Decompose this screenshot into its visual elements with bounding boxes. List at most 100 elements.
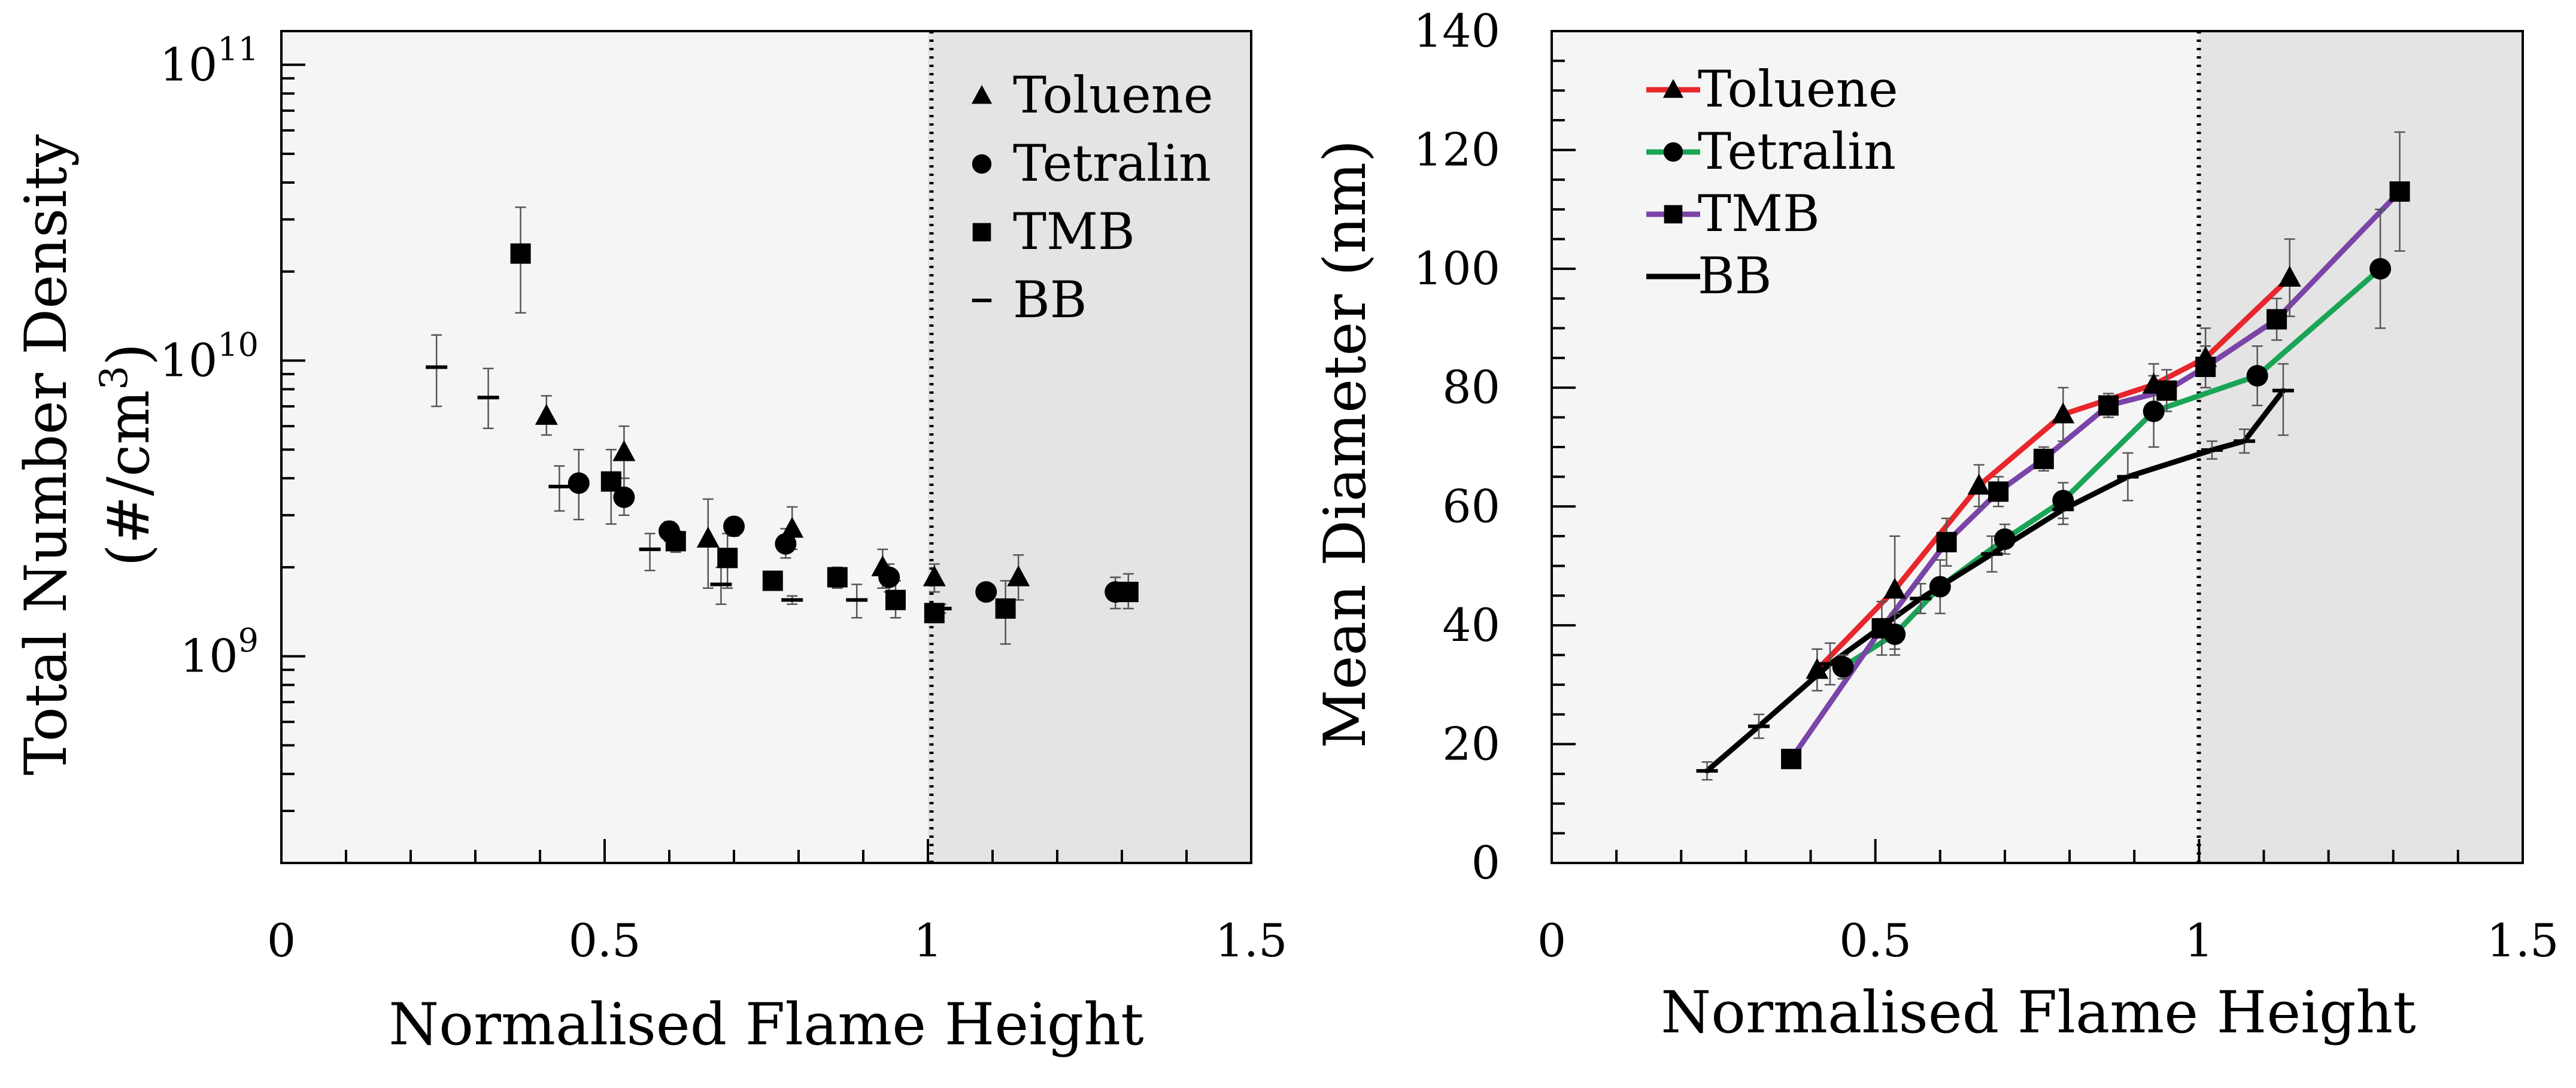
data-point-tetralin — [1929, 576, 1951, 598]
data-point-tmb — [600, 471, 621, 492]
data-point-toluene — [781, 516, 804, 538]
data-point-toluene — [2052, 402, 2075, 424]
y-tick-labels: 0 20 40 60 80 100 120 140 — [1413, 4, 1500, 889]
legend-label: Tetralin — [1698, 122, 1896, 181]
y-tick-label: 60 — [1442, 479, 1500, 533]
x-axis-label: Normalised Flame Height — [389, 991, 1143, 1058]
data-point-toluene — [1806, 658, 1829, 679]
legend-label: TMB — [1013, 202, 1135, 261]
data-point-tmb — [2389, 181, 2410, 202]
data-point-toluene — [1007, 565, 1030, 586]
number-density-chart: 109 1010 1011 0 0.5 1 1.5 Normalised Flame He… — [13, 30, 1287, 1058]
legend-label: BB — [1698, 247, 1771, 305]
x-tick-label: 1 — [2184, 914, 2213, 967]
data-point-tetralin — [878, 566, 900, 588]
axis-ticks — [1551, 30, 2524, 864]
data-point-tetralin — [2052, 490, 2074, 512]
x-tick-label: 0 — [267, 914, 296, 967]
data-point-tetralin — [2143, 400, 2165, 423]
data-point-tmb — [1871, 618, 1892, 639]
legend-label: Toluene — [1698, 60, 1898, 118]
data-point-toluene — [1967, 473, 1991, 495]
y-tick-label: 140 — [1413, 4, 1500, 57]
data-point-tmb — [995, 598, 1016, 619]
post-flame-region — [2199, 31, 2523, 863]
data-point-tetralin — [613, 486, 635, 508]
x-tick-label: 1 — [914, 914, 942, 967]
series-line-bb — [1704, 388, 2286, 774]
x-tick-label: 1.5 — [1215, 914, 1288, 967]
data-point-tetralin — [1994, 528, 2016, 550]
data-point-tetralin — [723, 515, 745, 537]
y-tick-label: 40 — [1442, 598, 1500, 652]
data-point-tmb — [665, 531, 686, 552]
legend-marker-tmb — [1664, 205, 1683, 224]
y-tick-labels: 109 1010 1011 — [160, 30, 259, 682]
data-point-tmb — [2033, 448, 2054, 469]
data-point-tetralin — [975, 581, 997, 603]
legend-label: BB — [1013, 271, 1087, 329]
data-point-tetralin — [2246, 364, 2268, 387]
data-point-tmb — [1936, 531, 1957, 552]
y-axis-label: Mean Diameter (nm) — [1312, 140, 1379, 749]
y-tick-label: 0 — [1471, 836, 1500, 889]
y-tick-label: 20 — [1442, 717, 1500, 770]
data-point-tetralin — [775, 533, 797, 555]
x-tick-labels: 0 0.5 1 1.5 — [1537, 914, 2559, 967]
legend: Toluene Tetralin TMB BB — [971, 66, 1213, 329]
data-point-tmb — [1118, 582, 1139, 603]
data-point-tmb — [885, 589, 906, 610]
data-point-tmb — [2195, 356, 2216, 377]
data-point-tetralin — [568, 472, 590, 494]
data-point-tmb — [2098, 395, 2119, 416]
series-line-tetralin — [1840, 266, 2383, 670]
plot-frame — [280, 30, 1252, 864]
data-point-toluene — [696, 526, 720, 548]
y-tick-label: 1010 — [160, 326, 259, 387]
data-point-tmb — [924, 603, 945, 624]
y-axis-unit: (#/cm3) — [92, 343, 162, 566]
y-tick-label: 100 — [1413, 242, 1500, 295]
legend-marker-tmb — [972, 223, 991, 242]
data-point-tmb — [2266, 309, 2287, 330]
x-axis-label: Normalised Flame Height — [1661, 979, 2416, 1046]
data-point-toluene — [535, 403, 558, 425]
y-tick-label: 1011 — [160, 30, 259, 91]
y-tick-label: 80 — [1442, 361, 1500, 414]
legend-label: Toluene — [1013, 66, 1213, 124]
data-point-tmb — [827, 567, 848, 588]
y-tick-label: 109 — [180, 622, 259, 683]
y-axis-label: Total Number Density — [13, 134, 80, 775]
data-point-tmb — [2156, 380, 2177, 401]
x-tick-label: 1.5 — [2487, 914, 2559, 967]
mean-diameter-chart: 0 20 40 60 80 100 120 140 0 0.5 1 1.5 Normalised F… — [1312, 4, 2559, 1046]
x-tick-label: 0.5 — [1839, 914, 1911, 967]
data-point-tmb — [1781, 749, 1802, 770]
y-tick-label: 120 — [1413, 123, 1500, 177]
data-point-toluene — [612, 440, 636, 461]
x-tick-label: 0.5 — [569, 914, 641, 967]
data-point-tmb — [1988, 481, 2009, 502]
legend-marker-toluene — [971, 85, 993, 104]
data-markers — [1696, 181, 2410, 773]
data-point-tmb — [717, 548, 738, 569]
x-tick-labels: 0 0.5 1 1.5 — [267, 914, 1288, 967]
axis-ticks — [280, 63, 1252, 864]
legend-marker-tetralin — [972, 154, 992, 174]
data-point-toluene — [1883, 578, 1907, 599]
data-markers — [426, 243, 1139, 624]
data-point-tetralin — [1832, 656, 1854, 678]
legend-marker-tetralin — [1663, 142, 1683, 162]
legend-marker-toluene — [1662, 79, 1684, 98]
data-point-tmb — [510, 243, 531, 264]
data-point-tmb — [762, 570, 783, 591]
legend-label: Tetralin — [1013, 134, 1211, 193]
x-tick-label: 0 — [1537, 914, 1566, 967]
data-point-toluene — [923, 565, 946, 586]
series-line-tmb — [1788, 189, 2403, 762]
data-point-tetralin — [2369, 258, 2392, 280]
data-point-toluene — [2278, 266, 2301, 287]
legend-label: TMB — [1698, 184, 1820, 243]
